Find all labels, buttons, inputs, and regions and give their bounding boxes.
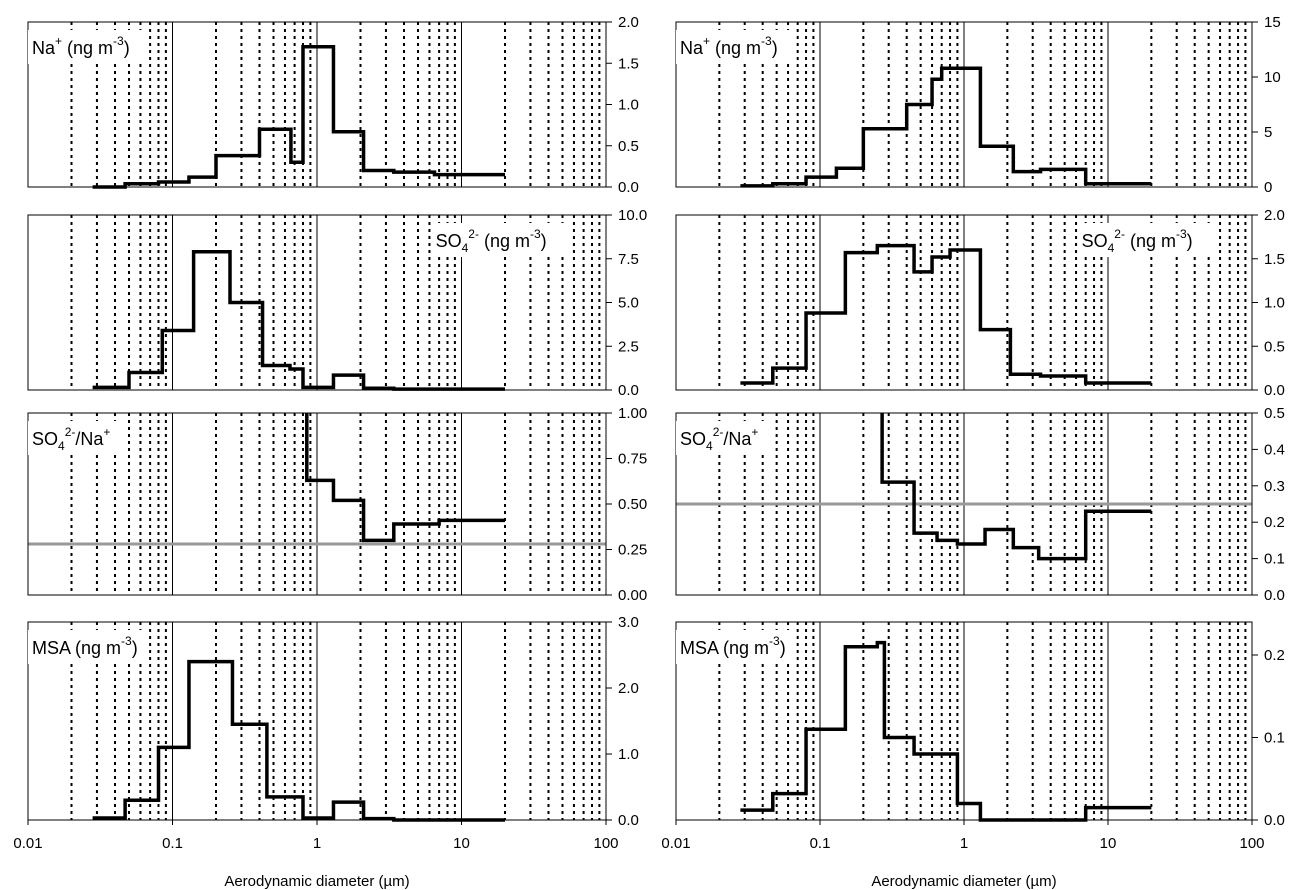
label-box <box>676 630 792 664</box>
x-tick-label: 1 <box>960 835 968 852</box>
x-tick-label: 100 <box>593 835 618 852</box>
label-box <box>28 30 144 64</box>
y-tick-label: 7.5 <box>618 251 639 268</box>
panel-label: Na+ (ng m-3) <box>680 34 778 58</box>
panel-right-4: 0.2 0.1 0.0 MSA (ng m-3) 0.01 0.1 1 10 100 Aerody… <box>661 621 1285 890</box>
y-tick-label: 0.0 <box>1264 382 1285 399</box>
y-tick-label: 10.0 <box>618 207 647 224</box>
y-tick-label: 1.0 <box>618 97 639 114</box>
y-tick-label: 0.25 <box>618 542 647 559</box>
panel-label: SO42- (ng m-3) <box>1082 227 1193 255</box>
plot-frame <box>675 412 1253 596</box>
panel-right-2: 2.0 1.5 1.0 0.5 0.0 SO42- (ng m-3) <box>675 207 1285 399</box>
x-axis-title: Aerodynamic diameter (µm) <box>224 873 409 890</box>
y-tick-label: 0.1 <box>1264 730 1285 747</box>
y-tick-label: 2.5 <box>618 338 639 355</box>
y-tick-label: 0.75 <box>618 451 647 468</box>
y-tick-label: 1.5 <box>618 55 639 72</box>
y-tick-label: 10 <box>1264 69 1281 86</box>
label-box <box>431 223 564 257</box>
panel-label: MSA (ng m-3) <box>32 634 138 658</box>
y-tick-label: 0.0 <box>618 812 639 829</box>
panel-left-2: 10.0 7.5 5.0 2.5 0.0 SO42- (ng m-3) <box>27 207 647 399</box>
y-tick-label: 2.0 <box>1264 207 1285 224</box>
series-line <box>305 413 505 543</box>
y-tick-label: 2.0 <box>618 14 639 31</box>
panel-right-1: 15 10 5 0 Na+ (ng m-3) <box>675 14 1281 196</box>
label-box <box>676 30 792 64</box>
x-tick-label: 0.1 <box>810 835 831 852</box>
panel-label: SO42-/Na+ <box>680 425 758 453</box>
panel-label: SO42- (ng m-3) <box>436 227 547 255</box>
y-tick-label: 1.5 <box>1264 251 1285 268</box>
label-box <box>1077 223 1210 257</box>
series-line <box>92 45 505 189</box>
x-tick-label: 10 <box>1100 835 1117 852</box>
y-tick-label: 0 <box>1264 179 1272 196</box>
panel-label: SO42-/Na+ <box>32 425 110 453</box>
series-line <box>92 250 505 391</box>
y-tick-label: 0.50 <box>618 496 647 513</box>
y-tick-label: 1.00 <box>618 405 647 422</box>
panel-left-4: 3.0 2.0 1.0 0.0 MSA (ng m-3) 0.01 0.1 1 10 100 Aer… <box>13 614 638 890</box>
y-tick-label: 5.0 <box>618 295 639 312</box>
series-line <box>740 640 1152 822</box>
label-box <box>28 630 144 664</box>
panel-left-3: 1.00 0.75 0.50 0.25 0.00 SO42-/Na+ <box>27 405 647 604</box>
x-tick-label: 0.1 <box>162 835 183 852</box>
y-tick-label: 0.0 <box>1264 812 1285 829</box>
y-tick-label: 0.5 <box>1264 405 1285 422</box>
panel-left-1: 2.0 1.5 1.0 0.5 0.0 Na+ (ng m-3) <box>27 14 639 196</box>
series-line <box>92 659 505 822</box>
y-tick-label: 5 <box>1264 124 1272 141</box>
y-tick-label: 0.2 <box>1264 647 1285 664</box>
panel-right-3: 0.5 0.4 0.3 0.2 0.1 0.0 SO42-/Na+ <box>675 405 1285 604</box>
series-line <box>740 66 1152 188</box>
x-axis-title: Aerodynamic diameter (µm) <box>871 873 1056 890</box>
y-tick-label: 15 <box>1264 14 1281 31</box>
y-tick-label: 0.5 <box>618 138 639 155</box>
label-box <box>676 421 766 455</box>
y-tick-label: 0.0 <box>618 382 639 399</box>
y-tick-label: 0.2 <box>1264 514 1285 531</box>
y-tick-label: 0.1 <box>1264 551 1285 568</box>
plot-frame <box>675 21 1253 188</box>
y-tick-label: 0.0 <box>618 179 639 196</box>
series-line <box>880 413 1152 561</box>
y-tick-label: 0.00 <box>618 587 647 604</box>
y-tick-label: 2.0 <box>618 680 639 697</box>
y-tick-label: 0.5 <box>1264 338 1285 355</box>
label-box <box>28 421 118 455</box>
series-line <box>740 243 1152 385</box>
x-tick-label: 0.01 <box>661 835 690 852</box>
y-tick-label: 1.0 <box>618 746 639 763</box>
x-tick-label: 100 <box>1239 835 1264 852</box>
y-tick-label: 0.3 <box>1264 478 1285 495</box>
y-tick-label: 3.0 <box>618 614 639 631</box>
panel-label: MSA (ng m-3) <box>680 634 786 658</box>
x-tick-label: 0.01 <box>13 835 42 852</box>
y-tick-label: 0.4 <box>1264 441 1285 458</box>
x-tick-label: 1 <box>313 835 321 852</box>
y-tick-label: 0.0 <box>1264 587 1285 604</box>
x-tick-label: 10 <box>453 835 470 852</box>
panel-label: Na+ (ng m-3) <box>32 34 130 58</box>
y-tick-label: 1.0 <box>1264 295 1285 312</box>
